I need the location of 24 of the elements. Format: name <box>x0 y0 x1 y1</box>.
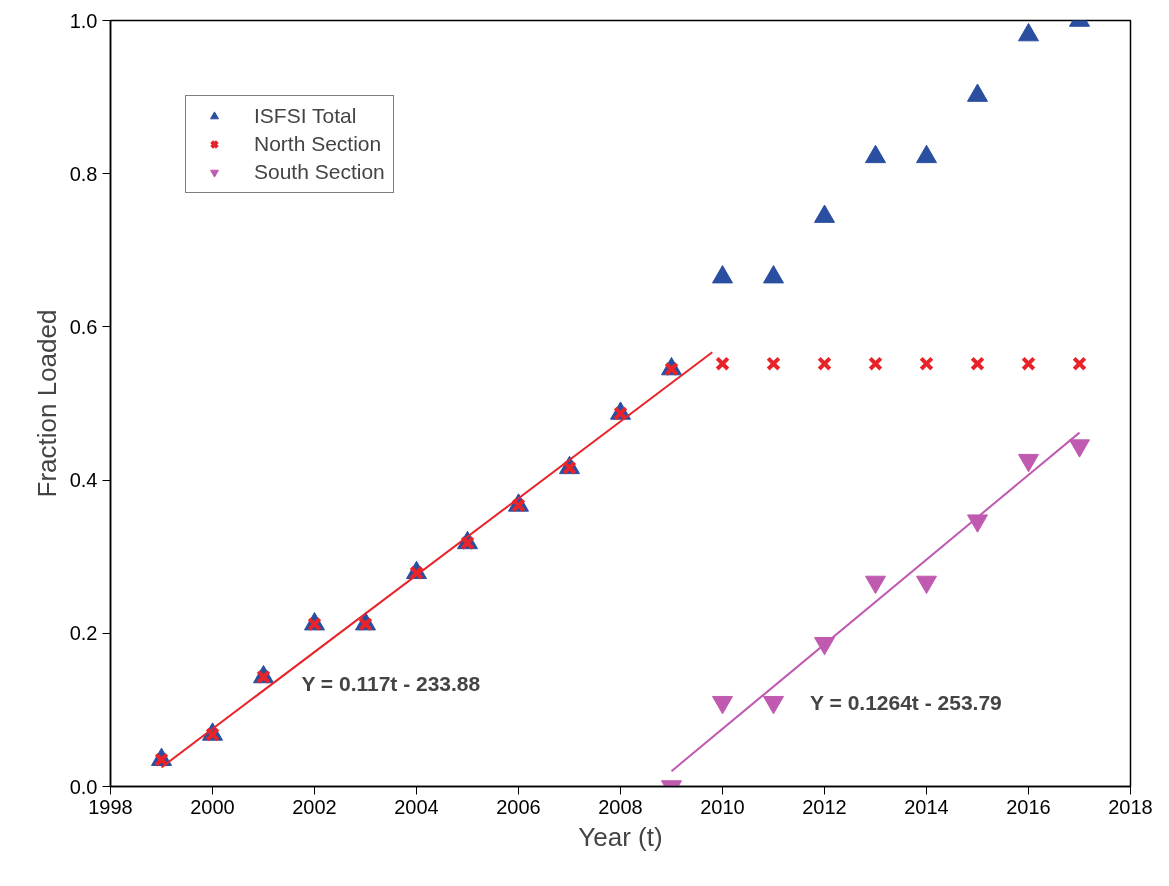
y-tick-label: 1.0 <box>69 9 98 32</box>
x-tick-label: 2014 <box>904 795 949 818</box>
x-tick-label: 2012 <box>802 795 847 818</box>
y-tick-label: 0.6 <box>69 315 98 338</box>
y-tick-label: 0.8 <box>69 162 98 185</box>
y-tick-label: 0.0 <box>69 775 98 798</box>
annotation: Y = 0.117t - 233.88 <box>301 671 481 695</box>
x-tick-label: 2008 <box>598 795 643 818</box>
y-tick-label: 0.4 <box>69 469 98 492</box>
x-tick-label: 1998 <box>88 795 133 818</box>
x-tick-label: 2000 <box>190 795 235 818</box>
legend-label: North Section <box>254 132 382 156</box>
x-tick-label: 2010 <box>700 795 745 818</box>
y-axis-title: Fraction Loaded <box>31 309 62 498</box>
x-axis-title: Year (t) <box>578 821 663 852</box>
legend-label: ISFSI Total <box>254 104 357 128</box>
y-tick-label: 0.2 <box>69 622 98 645</box>
x-tick-label: 2002 <box>292 795 337 818</box>
x-tick-label: 2004 <box>394 795 439 818</box>
x-tick-label: 2006 <box>496 795 541 818</box>
x-tick-label: 2016 <box>1006 795 1051 818</box>
annotation: Y = 0.1264t - 253.79 <box>810 690 1002 714</box>
x-tick-label: 2018 <box>1108 795 1153 818</box>
legend-label: South Section <box>254 160 385 184</box>
